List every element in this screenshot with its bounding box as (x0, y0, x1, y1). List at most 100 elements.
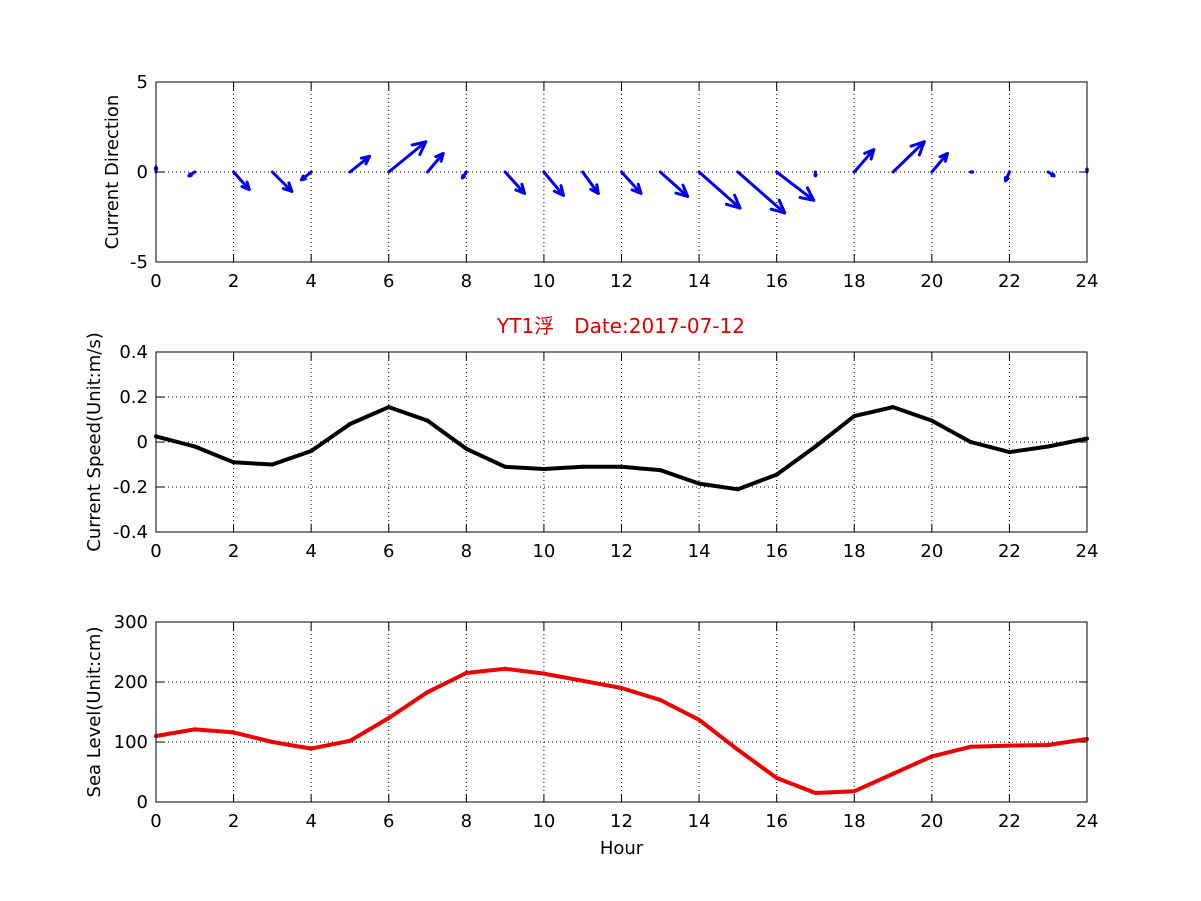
arrow-shaft (426, 151, 445, 174)
x-tick-label: 8 (461, 811, 472, 832)
data-point (580, 678, 585, 683)
x-tick-label: 0 (150, 541, 161, 562)
panel-current-speed: 0 2 4 6 8 10 12 14 16 18 20 22 24-0.4-0.200.20.4Curr… (84, 332, 1098, 562)
y-tick-label: -0.2 (113, 477, 148, 498)
direction-arrow (697, 170, 742, 210)
x-tick-label: 8 (461, 271, 472, 292)
arrow-head (299, 174, 307, 182)
arrow-head (813, 173, 818, 178)
x-tick-label: 8 (461, 541, 472, 562)
arrow-head (240, 180, 251, 192)
direction-arrow (1046, 170, 1056, 178)
direction-arrow (930, 151, 949, 174)
direction-arrow (503, 170, 527, 195)
data-point (774, 776, 779, 780)
y-tick-label: 0 (137, 792, 148, 813)
y-tick-label: -5 (130, 252, 148, 273)
arrow-head (798, 186, 816, 202)
direction-arrow (542, 170, 565, 197)
arrow-head (187, 172, 193, 178)
x-tick-label: 6 (383, 271, 394, 292)
y-tick-label: 200 (114, 672, 148, 693)
arrow-shaft (891, 140, 926, 174)
direction-arrow (387, 140, 428, 174)
x-tick-label: 20 (920, 811, 943, 832)
data-point (658, 468, 663, 473)
arrow-shaft (270, 170, 294, 193)
arrow-head (630, 182, 643, 195)
arrow-head (674, 183, 690, 198)
data-point (231, 730, 236, 735)
x-tick-label: 0 (150, 271, 161, 292)
direction-arrow (299, 170, 313, 182)
data-point (309, 449, 314, 453)
x-tick-label: 4 (305, 541, 316, 562)
data-point (1007, 450, 1012, 455)
direction-arrow (891, 140, 926, 174)
data-point (697, 481, 702, 486)
data-point (386, 716, 391, 720)
data-point (541, 671, 546, 676)
x-tick-label: 10 (532, 271, 555, 292)
data-point (813, 791, 818, 795)
x-tick-label: 16 (765, 271, 788, 292)
data-point (929, 754, 934, 759)
data-point (1046, 444, 1051, 449)
y-axis-label: Current Speed(Unit:m/s) (84, 332, 105, 551)
data-point (619, 686, 624, 690)
x-tick-label: 14 (688, 271, 711, 292)
arrow-head (970, 170, 975, 174)
x-axis-label: Hour (600, 838, 644, 859)
x-tick-label: 12 (610, 541, 633, 562)
arrow-head (769, 198, 787, 215)
arrow-head (909, 140, 926, 157)
data-point (464, 446, 469, 451)
data-point (580, 464, 585, 469)
arrow-head (589, 183, 600, 195)
arrow-head (410, 140, 428, 156)
data-point (852, 414, 857, 419)
x-tick-label: 18 (843, 541, 866, 562)
arrow-head (552, 184, 565, 197)
direction-arrow (813, 170, 818, 178)
arrow-head (434, 152, 445, 163)
arrow-shaft (658, 170, 690, 198)
arrow-head (514, 182, 527, 195)
x-tick-label: 22 (998, 811, 1021, 832)
data-point (619, 464, 624, 469)
x-tick-label: 22 (998, 541, 1021, 562)
data-point (192, 444, 197, 449)
arrow-head (1003, 176, 1010, 183)
arrow-head (1050, 172, 1056, 178)
data-point (347, 422, 352, 426)
x-tick-label: 14 (688, 541, 711, 562)
x-tick-label: 12 (610, 271, 633, 292)
y-tick-label: 5 (137, 72, 148, 93)
x-tick-label: 24 (1076, 541, 1099, 562)
data-point (1007, 743, 1012, 748)
y-tick-label: 0.4 (119, 342, 148, 363)
direction-arrow (426, 151, 445, 174)
data-point (968, 744, 973, 749)
data-point (735, 487, 740, 492)
data-point (658, 698, 663, 702)
arrow-head (460, 174, 466, 180)
arrow-head (725, 193, 742, 210)
data-point (503, 464, 508, 469)
x-tick-label: 18 (843, 271, 866, 292)
arrow-shaft (852, 148, 876, 174)
data-point (425, 418, 430, 423)
data-point (231, 460, 236, 465)
arrow-shaft (930, 151, 949, 174)
x-tick-label: 6 (383, 541, 394, 562)
y-tick-label: 300 (114, 612, 148, 633)
data-point (968, 440, 973, 444)
x-tick-label: 18 (843, 811, 866, 832)
direction-arrow (736, 170, 787, 215)
data-point (425, 690, 430, 695)
data-point (347, 738, 352, 743)
x-tick-label: 24 (1076, 271, 1099, 292)
x-tick-label: 2 (228, 271, 239, 292)
